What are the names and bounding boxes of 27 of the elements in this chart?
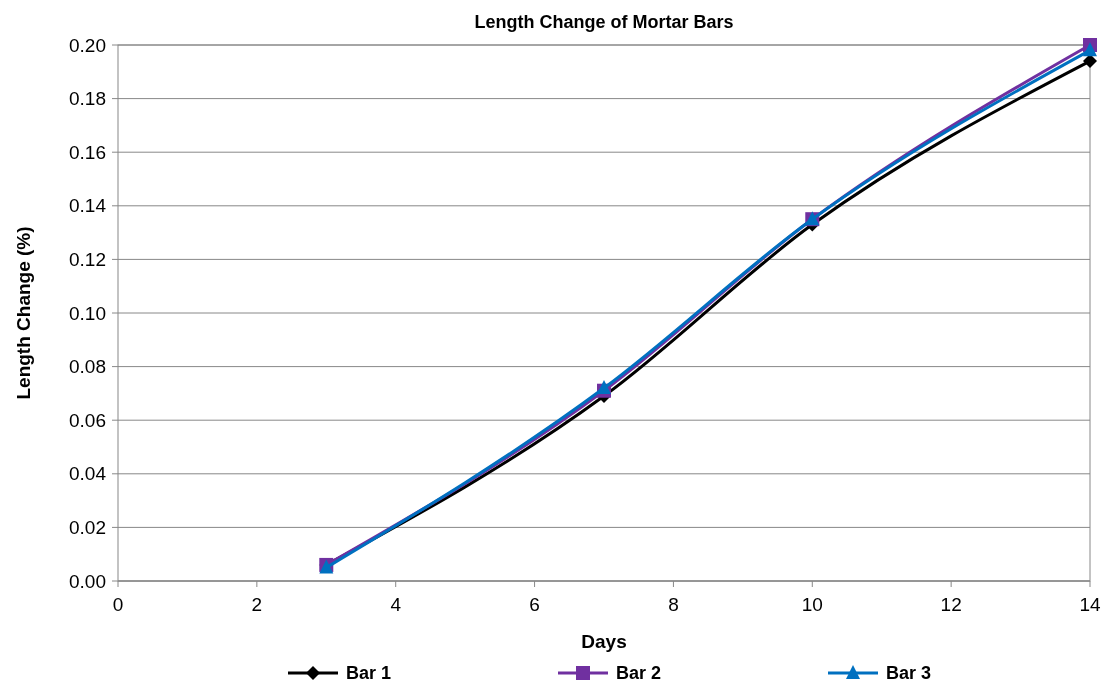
x-axis-title: Days xyxy=(581,631,627,652)
legend-label: Bar 3 xyxy=(886,663,932,684)
y-tick-label: 0.08 xyxy=(69,356,106,378)
y-tick-label: 0.18 xyxy=(69,88,106,110)
legend-label: Bar 1 xyxy=(346,663,392,684)
x-tick-label: 14 xyxy=(1079,594,1101,615)
x-tick-label: 8 xyxy=(668,594,679,615)
x-tick-label: 10 xyxy=(801,594,823,615)
y-tick-label: 0.14 xyxy=(69,195,107,217)
x-tick-label: 12 xyxy=(940,594,962,615)
x-tick-label: 4 xyxy=(390,594,402,615)
y-tick-label: 0.20 xyxy=(69,34,106,56)
y-tick-label: 0.02 xyxy=(69,517,106,539)
y-tick-label: 0.10 xyxy=(69,302,106,324)
point xyxy=(1083,42,1097,57)
x-tick-label: 0 xyxy=(112,594,124,615)
legend-label: Bar 2 xyxy=(616,663,662,684)
y-axis-title: Length Change (%) xyxy=(13,226,34,400)
y-tick-label: 0.16 xyxy=(69,141,106,163)
y-tick-label: 0.04 xyxy=(69,463,107,485)
x-tick-label: 2 xyxy=(251,594,263,615)
x-tick-label: 6 xyxy=(529,594,540,615)
y-tick-label: 0.06 xyxy=(69,409,106,431)
y-tick-label: 0.00 xyxy=(69,570,106,592)
chart-title: Length Change of Mortar Bars xyxy=(474,12,734,32)
point xyxy=(1083,54,1097,69)
y-tick-label: 0.12 xyxy=(69,249,106,271)
